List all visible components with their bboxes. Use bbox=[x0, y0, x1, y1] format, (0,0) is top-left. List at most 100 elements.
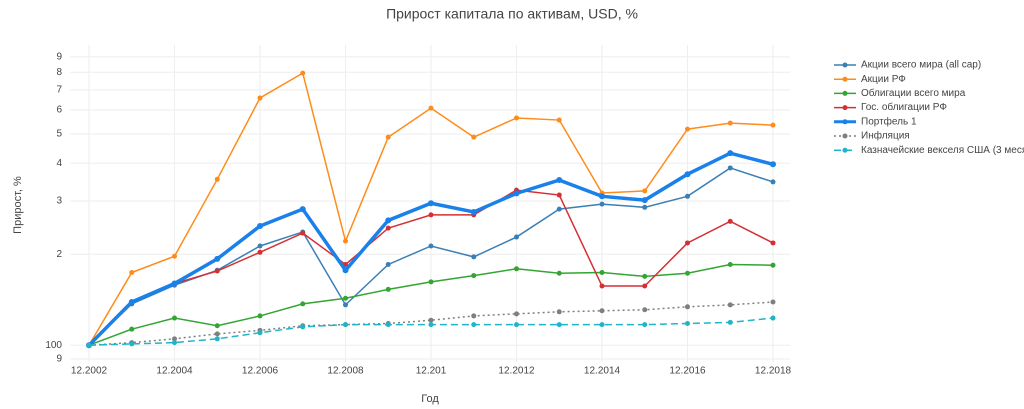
legend-marker bbox=[842, 119, 848, 125]
data-point bbox=[599, 283, 605, 289]
data-point bbox=[385, 225, 391, 231]
legend-marker bbox=[842, 62, 848, 68]
data-point bbox=[428, 212, 434, 218]
data-point bbox=[471, 254, 477, 260]
series bbox=[86, 187, 776, 348]
data-point bbox=[428, 200, 434, 207]
data-point bbox=[685, 126, 690, 132]
data-point bbox=[471, 322, 477, 328]
legend-label: Казначейские векселя США (3 месяца) bbox=[861, 145, 1024, 156]
data-point bbox=[214, 255, 221, 262]
x-tick-label: 12.2012 bbox=[498, 366, 535, 377]
data-point bbox=[770, 240, 776, 246]
series bbox=[86, 315, 776, 348]
data-point bbox=[642, 273, 648, 279]
data-point bbox=[514, 322, 519, 328]
data-point bbox=[385, 261, 391, 267]
data-point bbox=[129, 341, 135, 347]
data-point bbox=[770, 299, 776, 305]
legend-label: Акции РФ bbox=[861, 74, 906, 85]
data-point bbox=[685, 304, 690, 310]
data-point bbox=[470, 208, 477, 215]
y-tick-label: 2 bbox=[56, 249, 62, 260]
data-point bbox=[300, 230, 306, 236]
data-point bbox=[257, 249, 263, 255]
data-point bbox=[685, 240, 690, 246]
legend-marker bbox=[842, 76, 848, 82]
data-point bbox=[214, 323, 220, 329]
data-point bbox=[514, 311, 519, 317]
data-point bbox=[300, 70, 306, 76]
data-point bbox=[343, 302, 348, 308]
y-tick-label: 4 bbox=[56, 158, 62, 169]
data-point bbox=[257, 95, 263, 101]
legend-item: Инфляция bbox=[834, 130, 910, 142]
x-tick-label: 12.2004 bbox=[156, 366, 193, 377]
data-point bbox=[385, 217, 392, 224]
legend-marker bbox=[842, 147, 848, 153]
data-point bbox=[172, 336, 177, 342]
legend-item: Портфель 1 bbox=[834, 115, 917, 127]
y-axis-title: Прирост, % bbox=[12, 176, 24, 234]
series bbox=[86, 261, 776, 348]
data-point bbox=[86, 342, 92, 348]
legend-label: Гос. облигации РФ bbox=[861, 101, 947, 113]
data-point bbox=[471, 134, 477, 140]
data-point bbox=[642, 322, 648, 328]
y-tick-label: 7 bbox=[56, 84, 62, 95]
data-point bbox=[727, 261, 733, 267]
data-point bbox=[641, 197, 648, 204]
data-point bbox=[684, 171, 691, 178]
x-tick-label: 12.2008 bbox=[327, 366, 364, 377]
x-tick-label: 12.2006 bbox=[242, 366, 279, 377]
data-point bbox=[556, 117, 562, 123]
grid bbox=[70, 45, 790, 362]
data-point bbox=[513, 190, 520, 197]
data-point bbox=[727, 302, 733, 308]
data-point bbox=[556, 270, 562, 276]
data-point bbox=[685, 193, 690, 199]
data-point bbox=[770, 179, 776, 185]
y-tick-label: 3 bbox=[56, 196, 62, 207]
data-point bbox=[514, 234, 519, 240]
series-line bbox=[88, 301, 774, 346]
data-point bbox=[343, 295, 348, 301]
data-point bbox=[428, 279, 434, 285]
data-point bbox=[770, 262, 776, 268]
data-point bbox=[556, 192, 562, 198]
legend-marker bbox=[842, 90, 848, 96]
data-point bbox=[385, 286, 391, 292]
data-point bbox=[471, 313, 477, 319]
data-point bbox=[172, 340, 177, 346]
data-point bbox=[342, 267, 349, 274]
chart-title: Прирост капитала по активам, USD, % bbox=[386, 6, 638, 22]
data-point bbox=[428, 105, 434, 111]
data-point bbox=[685, 270, 690, 276]
y-tick-label: 8 bbox=[56, 67, 62, 78]
data-point bbox=[428, 243, 434, 249]
legend-marker bbox=[842, 133, 848, 139]
y-tick-label: 9 bbox=[56, 354, 62, 365]
data-point bbox=[599, 201, 605, 207]
data-point bbox=[556, 322, 562, 328]
x-tick-label: 12.2018 bbox=[755, 366, 792, 377]
y-tick-label: 9 bbox=[56, 51, 62, 62]
data-point bbox=[727, 120, 733, 126]
legend-label: Портфель 1 bbox=[861, 115, 917, 127]
data-point bbox=[556, 309, 562, 315]
data-point bbox=[214, 176, 220, 182]
data-point bbox=[257, 243, 263, 249]
data-point bbox=[599, 193, 605, 200]
x-tick-label: 12.2014 bbox=[584, 366, 621, 377]
data-point bbox=[172, 253, 177, 259]
legend-marker bbox=[842, 105, 848, 111]
legend-item: Акции РФ bbox=[834, 74, 906, 85]
data-point bbox=[257, 223, 263, 230]
data-point bbox=[642, 204, 648, 210]
data-point bbox=[171, 280, 178, 287]
data-point bbox=[685, 320, 690, 326]
data-point bbox=[727, 150, 734, 157]
data-point bbox=[128, 299, 135, 306]
data-point bbox=[599, 270, 605, 276]
